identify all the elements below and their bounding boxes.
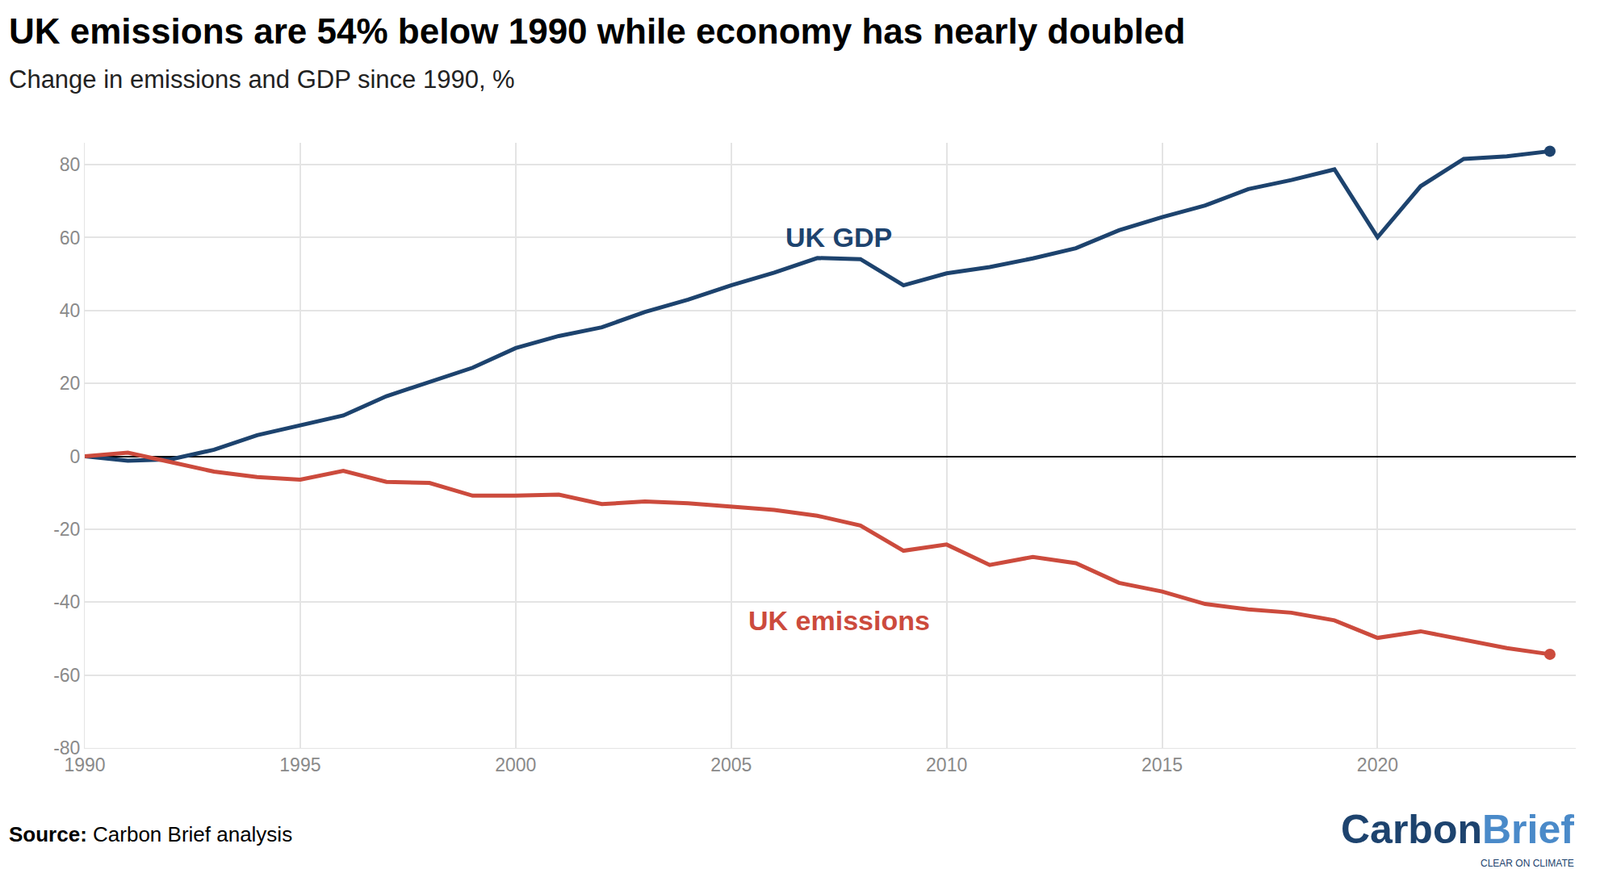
- svg-text:2005: 2005: [710, 754, 752, 776]
- svg-text:60: 60: [59, 227, 81, 249]
- svg-text:Source: Carbon Brief analysis: Source: Carbon Brief analysis: [8, 822, 293, 847]
- svg-text:UK emissions: UK emissions: [748, 605, 930, 637]
- svg-text:20: 20: [59, 372, 81, 394]
- svg-text:CarbonBrief: CarbonBrief: [1340, 807, 1575, 853]
- svg-text:UK emissions are 54% below 199: UK emissions are 54% below 1990 while ec…: [8, 11, 1186, 51]
- svg-text:CLEAR ON CLIMATE: CLEAR ON CLIMATE: [1480, 858, 1575, 870]
- svg-text:-80: -80: [53, 737, 80, 759]
- svg-text:UK GDP: UK GDP: [785, 221, 893, 253]
- svg-text:-60: -60: [53, 665, 80, 687]
- svg-text:-40: -40: [53, 591, 80, 613]
- svg-text:1990: 1990: [63, 754, 105, 776]
- svg-text:80: 80: [59, 154, 81, 176]
- svg-text:0: 0: [70, 446, 81, 468]
- svg-text:2000: 2000: [494, 754, 537, 776]
- svg-text:2015: 2015: [1141, 754, 1183, 776]
- svg-text:2010: 2010: [925, 754, 968, 776]
- svg-text:Change in emissions and GDP si: Change in emissions and GDP since 1990, …: [8, 65, 516, 94]
- svg-text:2020: 2020: [1357, 754, 1399, 776]
- svg-text:-20: -20: [53, 519, 80, 541]
- svg-text:1995: 1995: [279, 754, 321, 776]
- svg-text:40: 40: [59, 300, 81, 322]
